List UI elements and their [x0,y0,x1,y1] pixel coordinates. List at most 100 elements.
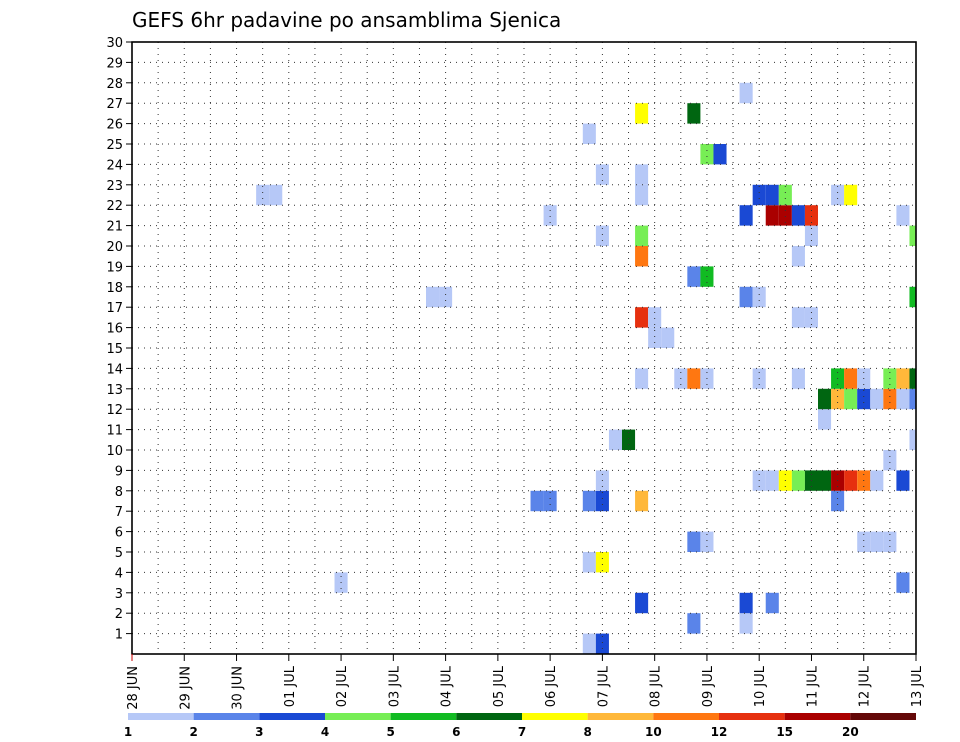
colorbar-label: 10 [645,725,662,739]
y-tick-label: 2 [115,607,123,622]
x-tick-label: 11 JUL [805,665,820,707]
data-cell [543,205,557,226]
data-cell [844,388,858,410]
colorbar-label: 6 [452,725,460,739]
data-cell [791,470,805,491]
data-cells [256,82,916,654]
data-cell [739,592,753,614]
y-tick-label: 10 [106,444,123,459]
data-cell [713,144,727,165]
x-tick-label: 12 JUL [858,665,873,707]
colorbar-label: 1 [124,725,132,739]
data-cell [791,205,805,226]
data-cell [870,470,884,491]
colorbar-swatch [193,713,260,720]
data-cell [791,368,805,389]
data-cell [608,429,622,450]
colorbar-label: 2 [189,725,197,739]
data-cell [635,164,649,185]
colorbar-swatch [850,713,916,720]
data-cell [582,123,596,144]
colorbar-label: 7 [518,725,526,739]
data-cell [687,368,701,389]
y-tick-label: 18 [106,281,123,296]
data-cell [687,531,701,552]
data-cell [857,388,871,410]
data-cell [909,388,916,410]
data-cell [582,633,596,654]
data-cell [870,388,884,410]
data-cell [635,368,649,389]
y-tick-label: 28 [106,77,123,92]
grid-lines [132,42,916,654]
colorbar-swatch [390,713,457,720]
y-tick-label: 15 [106,342,123,357]
data-cell [543,490,557,512]
data-cell [778,184,792,206]
x-tick-label: 02 JUL [335,665,350,707]
colorbar-swatch [325,713,391,720]
x-tick-label: 04 JUL [440,665,455,707]
data-cell [269,184,283,206]
colorbar-swatch [653,713,719,720]
data-cell [530,490,544,512]
x-tick-label: 07 JUL [596,665,611,707]
data-cell [687,266,701,287]
data-cell [909,429,916,450]
data-cell [687,103,701,124]
data-cell [739,205,753,226]
data-cell [622,429,636,450]
y-tick-label: 30 [106,36,123,51]
y-tick-label: 26 [106,118,123,133]
data-cell [595,552,609,573]
colorbar-swatch [784,713,851,720]
data-cell [883,450,897,471]
data-cell [765,592,779,614]
data-cell [896,205,910,226]
colorbar-label: 12 [711,725,728,739]
data-cell [687,613,701,634]
y-tick-label: 16 [106,322,123,337]
y-tick-label: 8 [115,485,123,500]
colorbar-label: 5 [386,725,394,739]
y-tick-label: 3 [115,587,123,602]
data-cell [635,225,649,246]
x-tick-label: 09 JUL [701,665,716,707]
y-tick-label: 4 [115,566,123,581]
y-tick-label: 14 [106,362,123,377]
colorbar-swatch [259,713,325,720]
data-cell [791,307,805,328]
data-cell [831,184,845,206]
y-tick-label: 25 [106,138,123,153]
colorbar-label: 4 [321,725,329,739]
data-cell [752,184,766,206]
colorbar-label: 3 [255,725,263,739]
data-cell [870,531,884,552]
data-cell [739,286,753,308]
colorbar-label: 15 [776,725,793,739]
y-tick-label: 6 [115,526,123,541]
data-cell [439,286,453,308]
data-cell [700,531,714,552]
data-cell [765,184,779,206]
colorbar-swatch [522,713,588,720]
x-tick-label: 08 JUL [649,665,664,707]
data-cell [426,286,440,308]
data-cell [765,470,779,491]
y-axis: 1234567891011121314151617181920212223242… [106,36,132,643]
y-tick-label: 22 [106,199,123,214]
colorbar-swatch [587,713,654,720]
data-cell [844,184,858,206]
data-cell [635,490,649,512]
data-cell [595,490,609,512]
y-tick-label: 9 [115,464,123,479]
data-cell [896,572,910,593]
data-cell [804,225,818,246]
x-tick-label: 29 JUN [178,666,193,710]
colorbar-swatch [128,713,194,720]
x-tick-label: 06 JUL [544,665,559,707]
y-tick-label: 29 [106,56,123,71]
x-tick-label: 28 JUN [126,666,141,710]
x-tick-label: 03 JUL [387,665,402,707]
data-cell [256,184,270,206]
